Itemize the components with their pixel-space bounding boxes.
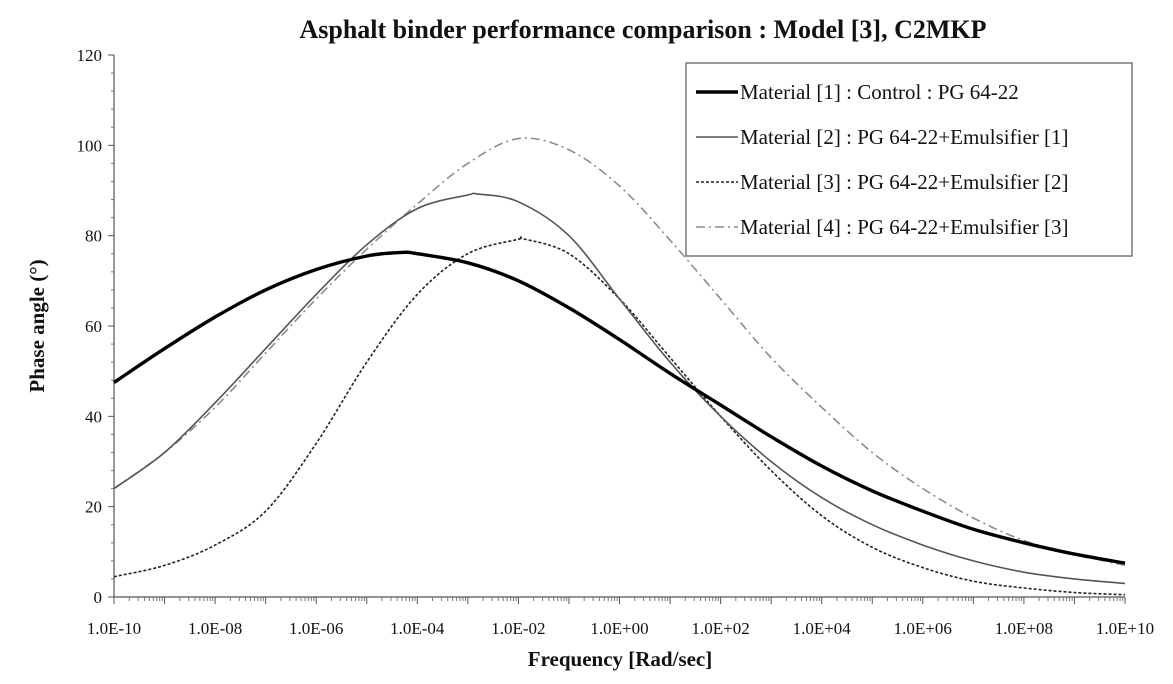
series-line-material-1 [113, 250, 1126, 565]
x-tick-label: 1.0E+08 [995, 619, 1053, 638]
legend-label-material-4: Material [4] : PG 64-22+Emulsifier [3] [740, 215, 1069, 239]
x-tick-label: 1.0E-10 [87, 619, 141, 638]
x-tick-label: 1.0E-02 [491, 619, 545, 638]
series-line-material-3 [113, 236, 1126, 596]
chart-title: Asphalt binder performance comparison : … [299, 15, 986, 44]
legend-box [685, 62, 1133, 257]
x-tick-label: 1.0E+02 [691, 619, 749, 638]
y-tick-label: 20 [85, 498, 102, 517]
series-line-material-4 [113, 137, 1126, 567]
x-axis-ticks: 1.0E-10 1.0E-08 1.0E-06 1.0E-04 1.0E-02 1.0E+… [87, 597, 1154, 638]
x-tick-label: 1.0E-04 [390, 619, 445, 638]
x-tick-label: 1.0E+04 [793, 619, 852, 638]
x-tick-label: 1.0E+06 [894, 619, 952, 638]
x-tick-label: 1.0E-06 [289, 619, 343, 638]
y-tick-label: 80 [85, 227, 102, 246]
y-axis-ticks: 0 20 40 60 80 100 120 [77, 46, 114, 607]
series-lines [113, 137, 1126, 596]
y-tick-label: 0 [94, 588, 103, 607]
y-tick-label: 120 [77, 46, 103, 65]
legend: Material [1] : Control : PG 64-22 Materia… [685, 62, 1133, 257]
y-tick-label: 60 [85, 317, 102, 336]
legend-label-material-2: Material [2] : PG 64-22+Emulsifier [1] [740, 125, 1069, 149]
y-axis-label: Phase angle (°) [25, 259, 49, 392]
series-line-material-2 [113, 192, 1126, 585]
legend-label-material-3: Material [3] : PG 64-22+Emulsifier [2] [740, 170, 1069, 194]
x-axis-label: Frequency [Rad/sec] [528, 647, 713, 671]
x-tick-label: 1.0E+00 [590, 619, 648, 638]
y-tick-label: 40 [85, 407, 102, 426]
x-tick-label: 1.0E-08 [188, 619, 242, 638]
legend-label-material-1: Material [1] : Control : PG 64-22 [740, 80, 1019, 104]
x-tick-label: 1.0E+10 [1096, 619, 1154, 638]
y-tick-label: 100 [77, 136, 103, 155]
